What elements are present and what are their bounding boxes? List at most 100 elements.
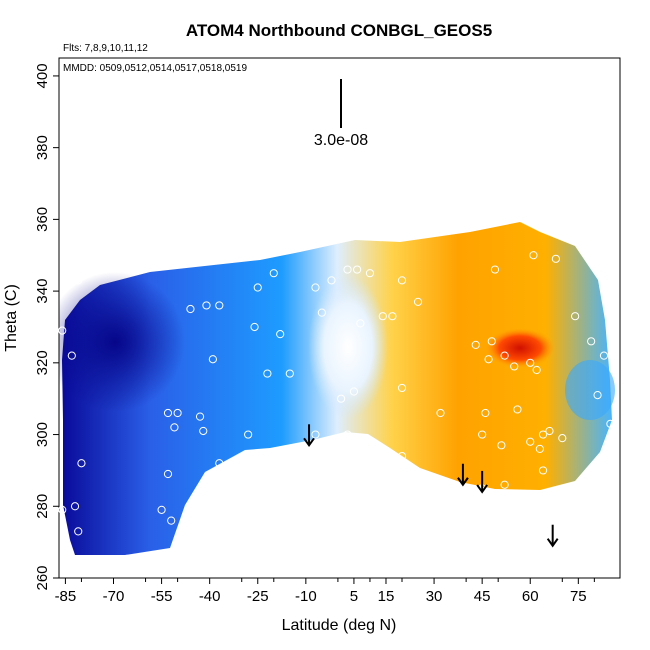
observation-point [365, 269, 375, 278]
observation-point [199, 426, 208, 436]
observation-point [571, 312, 580, 321]
observation-point [244, 430, 253, 439]
observation-point [436, 408, 445, 418]
flight-arrow [457, 463, 469, 487]
red-core [485, 328, 555, 368]
observation-point [532, 365, 541, 375]
observation-point [529, 251, 538, 260]
y-tick-label: 400 [34, 63, 51, 88]
observation-point [74, 527, 83, 536]
x-tick-label: 30 [426, 588, 443, 605]
observation-point [413, 297, 423, 306]
x-tick-label: -85 [55, 588, 77, 605]
y-tick-label: 320 [34, 350, 51, 375]
observation-point [513, 405, 522, 414]
observation-point [67, 351, 76, 360]
observation-point [202, 301, 211, 310]
x-tick-label: -55 [151, 588, 173, 605]
observation-point [157, 505, 166, 514]
observation-point [510, 362, 519, 371]
observation-point [558, 434, 567, 443]
x-tick-label: 45 [474, 588, 491, 605]
chart-title: ATOM4 Northbound CONBGL_GEOS5 [186, 21, 492, 40]
observation-point [606, 419, 615, 428]
observation-point [397, 451, 407, 461]
observation-point [276, 330, 285, 339]
observation-point [163, 408, 173, 418]
observation-point [577, 236, 586, 245]
x-tick-label: -10 [295, 588, 317, 605]
observation-point [58, 505, 67, 514]
y-axis-label: Theta (C) [3, 284, 20, 352]
observation-point [215, 301, 224, 310]
observation-point [551, 254, 560, 263]
observation-point [538, 466, 548, 475]
scale-bar: 3.0e-08 [314, 79, 368, 149]
pale-core [308, 275, 388, 419]
observation-point [599, 351, 609, 360]
x-axis: -85 -70 -55 -40 -25 -10 5 15 30 45 60 75 [55, 578, 595, 605]
observation-point [545, 426, 554, 436]
observation-point [378, 448, 387, 457]
observation-point [487, 337, 496, 346]
observation-point [317, 308, 326, 317]
field-layer [59, 222, 615, 555]
dark-core [59, 272, 185, 412]
observation-point [77, 459, 86, 468]
observation-point [58, 326, 67, 335]
observation-point [587, 337, 596, 346]
y-tick-label: 340 [34, 279, 51, 304]
scale-bar-label: 3.0e-08 [314, 132, 368, 149]
observation-point [526, 437, 535, 446]
observation-point [526, 358, 535, 367]
y-tick-label: 360 [34, 207, 51, 232]
observation-point [167, 516, 176, 525]
observation-point [311, 430, 320, 439]
observation-point [215, 459, 224, 468]
x-tick-label: 5 [350, 588, 358, 605]
observation-point [397, 276, 407, 285]
x-tick-label: 15 [378, 588, 395, 605]
flights-annotation: Flts: 7,8,9,10,11,12 [63, 43, 148, 54]
observation-point [343, 430, 352, 439]
y-tick-label: 300 [34, 422, 51, 447]
x-tick-label: -70 [103, 588, 125, 605]
observation-point [478, 430, 487, 439]
northern-blue [565, 360, 615, 420]
observation-markers [58, 236, 615, 536]
arrow-markers [303, 424, 559, 548]
observation-point [500, 351, 509, 360]
x-tick-label: -25 [247, 588, 269, 605]
y-axis: 260 280 300 320 340 360 380 400 [34, 63, 59, 591]
observation-point [471, 340, 480, 349]
x-tick-label: 60 [522, 588, 539, 605]
observation-point [163, 469, 173, 479]
observation-point [74, 276, 83, 285]
observation-point [378, 312, 387, 321]
observation-point [484, 355, 493, 364]
observation-point [490, 265, 500, 274]
observation-point [535, 444, 544, 453]
observation-point [263, 369, 272, 378]
flight-arrow [546, 524, 559, 548]
x-tick-label: -40 [199, 588, 221, 605]
observation-point [500, 480, 509, 489]
observation-point [173, 408, 182, 418]
observation-point [388, 312, 397, 321]
observation-point [285, 369, 294, 378]
observation-point [538, 430, 548, 439]
observation-point [343, 265, 352, 274]
observation-point [269, 269, 278, 278]
observation-point [397, 383, 407, 393]
flight-arrow [476, 470, 488, 494]
observation-point [311, 283, 320, 292]
observation-point [250, 322, 259, 332]
observation-point [195, 412, 205, 421]
y-tick-label: 280 [34, 494, 51, 519]
observation-point [70, 502, 80, 511]
y-tick-label: 380 [34, 135, 51, 160]
flight-arrow [303, 424, 315, 448]
observation-point [186, 304, 195, 314]
observation-point [327, 276, 336, 285]
